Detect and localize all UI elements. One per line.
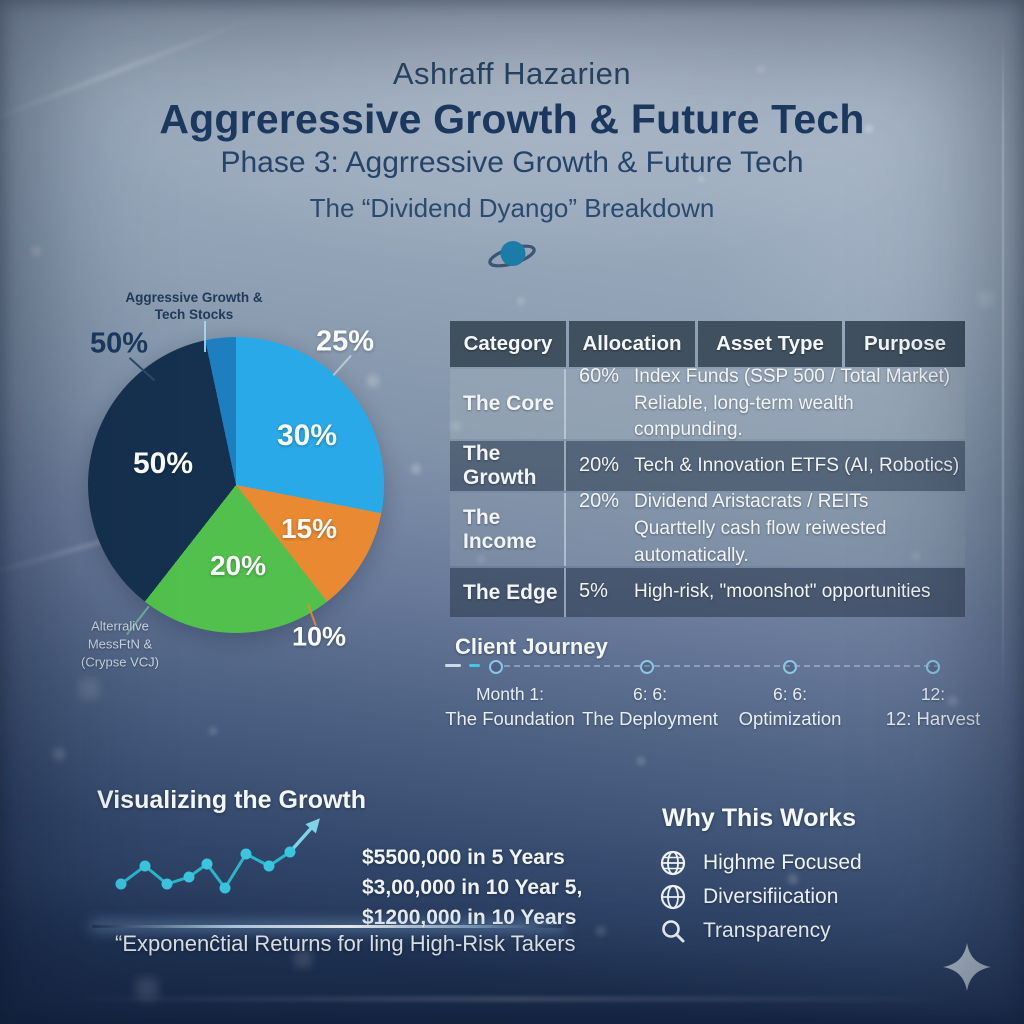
subtitle: Phase 3: Aggrressive Growth & Future Tec… [220, 146, 804, 179]
milestone-deployment: 6: 6: The Deployment [582, 684, 718, 730]
row-category: The Core [450, 369, 566, 439]
timeline-node [489, 660, 503, 674]
page-title: Aggreressive Growth & Future Tech [159, 96, 865, 142]
pie-label-navy: 50% [132, 447, 194, 480]
why-item-label: Diversifiication [703, 885, 839, 908]
row-category: The Income [450, 493, 566, 566]
col-header-asset-type: Asset Type [698, 321, 842, 367]
col-header-category: Category [450, 321, 566, 367]
timeline-node [640, 660, 654, 674]
table-row: The Growth 20% Tech & Innovation ETFS (A… [450, 441, 965, 491]
pie-label-orange: 15% [280, 513, 338, 544]
growth-value-line: $1200,000 in 10 Years [362, 905, 577, 929]
col-header-purpose: Purpose [845, 321, 965, 367]
row-category: The Edge [450, 568, 566, 617]
row-allocation: 20% [579, 453, 620, 476]
row-asset-text: Index Funds (SSP 500 / Total Market) Rel… [634, 365, 951, 441]
timeline-node [926, 660, 940, 674]
globe-icon [660, 884, 686, 910]
timeline-start-dash [445, 664, 461, 667]
sparkle-icon [943, 943, 991, 991]
table-header-row: Category Allocation Asset Type Purpose [450, 321, 965, 367]
pie-alt-label: Alterralive MessFtN & (Crypse VCJ) [80, 618, 159, 671]
byline: Ashraff Hazarien [392, 56, 632, 91]
growth-values: $5500,000 in 5 Years $3,00,000 in 10 Yea… [362, 843, 582, 932]
magnifier-icon [662, 920, 685, 943]
table-row: The Income 20% Dividend Aristacrats / RE… [450, 490, 965, 566]
allocation-table: Category Allocation Asset Type Purpose T… [450, 321, 965, 617]
planet-icon [488, 241, 536, 268]
lens-flare [92, 925, 562, 928]
milestone-foundation: Month 1: The Foundation [445, 684, 575, 730]
row-allocation: 60% [579, 364, 620, 387]
growth-quote: “Exponenĉtial Returns for ling High-Risk… [115, 931, 576, 956]
why-list: Highme Focused Diversifiication Transpar… [660, 846, 862, 948]
table-row: The Core 60% Index Funds (SSP 500 / Tota… [450, 365, 965, 440]
why-item: Highme Focused [660, 846, 862, 880]
why-item: Transparency [660, 914, 862, 948]
milestone-optimization: 6: 6: Optimization [738, 684, 842, 730]
milestone-harvest: 12: 12: Harvest [885, 684, 981, 730]
timeline-accent-dash [469, 664, 480, 667]
timeline-dashed-line [504, 665, 940, 667]
col-header-allocation: Allocation [569, 321, 695, 367]
growth-heading: Visualizing the Growth [97, 786, 367, 814]
pie-label-green: 20% [209, 550, 267, 581]
pie-outer-label-left: 50% [89, 327, 149, 360]
why-heading: Why This Works [662, 804, 857, 832]
growth-value-line: $3,00,000 in 10 Year 5, [362, 875, 583, 899]
table-row: The Edge 5% High-risk, "moonshot" opport… [450, 568, 965, 617]
row-asset-text: Dividend Aristacrats / REITs Quarttelly … [634, 491, 887, 566]
row-allocation: 20% [579, 490, 620, 513]
callout-pointer-line [204, 321, 206, 352]
why-item: Diversifiication [660, 880, 862, 914]
row-allocation: 5% [579, 580, 608, 603]
why-item-label: Highme Focused [703, 851, 862, 874]
pie-callout-label: Aggressive Growth & Tech Stocks [125, 290, 263, 322]
pie-outer-label-bottom: 10% [291, 621, 347, 652]
light-streak-bottom [60, 997, 960, 1001]
client-journey-heading: Client Journey [455, 634, 608, 659]
pie-chart [88, 337, 384, 633]
bokeh-dots [0, 0, 2, 2]
globe-icon [660, 850, 686, 876]
timeline-node [783, 660, 797, 674]
pie-outer-label-right: 25% [315, 325, 375, 358]
row-asset-text: High-risk, "moonshot" opportunities [634, 581, 931, 603]
glass-edge-line [1002, 25, 1004, 705]
pie-label-blue: 30% [276, 419, 338, 452]
growth-sparkline [115, 818, 320, 894]
row-asset-text: Tech & Innovation ETFS (AI, Robotics) [634, 454, 960, 476]
tagline: The “Dividend Dyango” Breakdown [309, 193, 715, 223]
row-category: The Growth [450, 441, 566, 491]
why-item-label: Transparency [703, 919, 831, 942]
growth-value-line: $5500,000 in 5 Years [362, 846, 565, 869]
